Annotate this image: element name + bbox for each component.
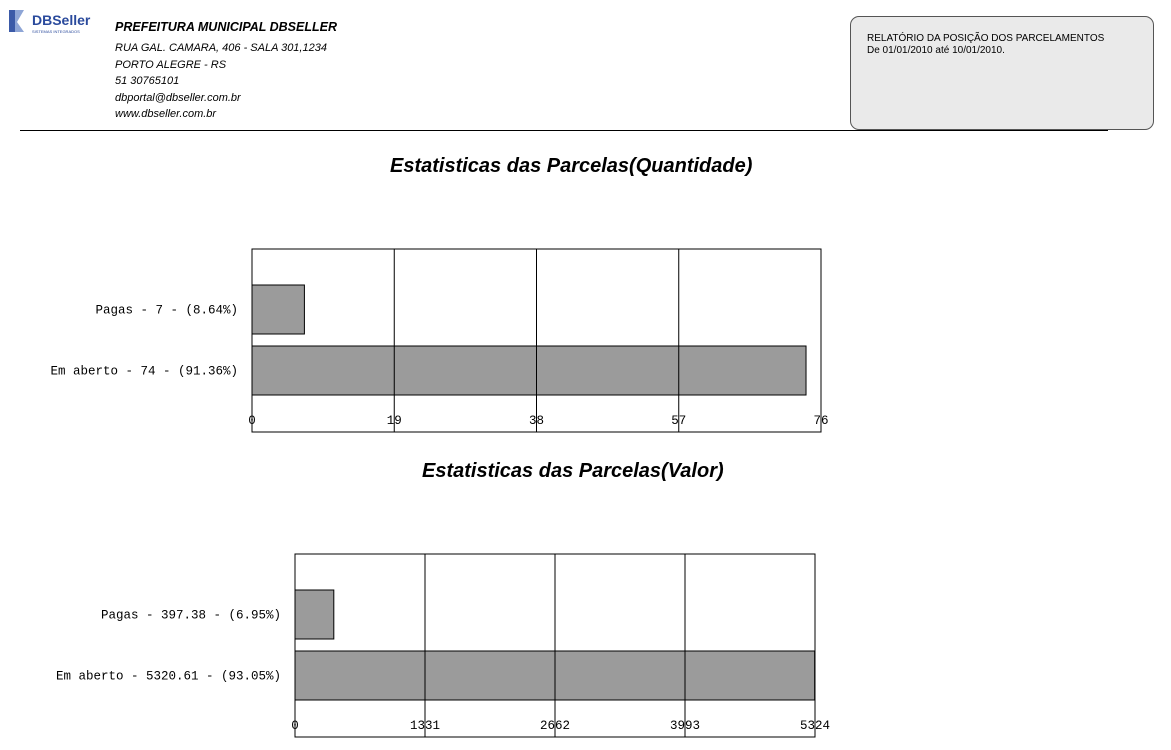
x-tick-label: 1331 bbox=[410, 719, 440, 733]
x-tick-label: 38 bbox=[529, 414, 544, 428]
x-tick-label: 76 bbox=[813, 414, 828, 428]
bar-pagas bbox=[251, 284, 305, 335]
logo-text: DBSeller bbox=[32, 12, 91, 28]
report-info-box: RELATÓRIO DA POSIÇÃO DOS PARCELAMENTOS D… bbox=[850, 16, 1154, 130]
x-tick-label: 3993 bbox=[670, 719, 700, 733]
organization-info: PREFEITURA MUNICIPAL DBSELLER RUA GAL. C… bbox=[115, 20, 337, 123]
bar-pagas bbox=[294, 589, 335, 640]
x-tick-label: 19 bbox=[387, 414, 402, 428]
bar-em-aberto bbox=[251, 345, 807, 396]
category-label: Em aberto - 74 - (91.36%) bbox=[50, 365, 238, 379]
org-name: PREFEITURA MUNICIPAL DBSELLER bbox=[115, 20, 337, 34]
x-tick-label: 0 bbox=[248, 414, 256, 428]
x-tick-label: 57 bbox=[671, 414, 686, 428]
dbseller-logo: DBSeller SISTEMAS INTEGRADOS bbox=[9, 10, 91, 34]
x-tick-label: 0 bbox=[291, 719, 299, 733]
chart-title-quantidade: Estatisticas das Parcelas(Quantidade) bbox=[390, 155, 753, 177]
org-phone: 51 30765101 bbox=[115, 75, 180, 87]
header-divider bbox=[20, 130, 1108, 131]
org-address: RUA GAL. CAMARA, 406 - SALA 301,1234 bbox=[115, 42, 327, 54]
chart-title-valor: Estatisticas das Parcelas(Valor) bbox=[422, 460, 724, 482]
report-period: De 01/01/2010 até 10/01/2010. bbox=[867, 45, 1005, 56]
category-label: Pagas - 397.38 - (6.95%) bbox=[101, 609, 281, 623]
report-title: RELATÓRIO DA POSIÇÃO DOS PARCELAMENTOS bbox=[867, 33, 1105, 44]
category-label: Em aberto - 5320.61 - (93.05%) bbox=[56, 670, 281, 684]
org-website: www.dbseller.com.br bbox=[115, 108, 217, 120]
org-email: dbportal@dbseller.com.br bbox=[115, 91, 241, 104]
org-city: PORTO ALEGRE - RS bbox=[115, 58, 227, 71]
x-tick-label: 5324 bbox=[800, 719, 830, 733]
category-label: Pagas - 7 - (8.64%) bbox=[95, 304, 238, 318]
svg-text:SISTEMAS INTEGRADOS: SISTEMAS INTEGRADOS bbox=[32, 29, 80, 34]
x-tick-label: 2662 bbox=[540, 719, 570, 733]
